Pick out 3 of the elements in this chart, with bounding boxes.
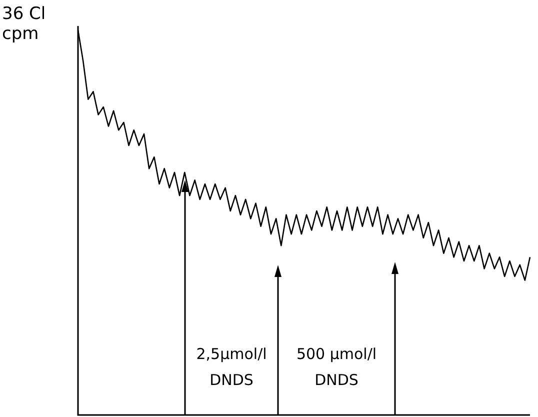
y-axis-title: 36 Cl cpm	[2, 4, 46, 44]
annotation: 500 µmol/l DNDS	[296, 344, 377, 389]
annotation: 2,5µmol/l DNDS	[196, 344, 267, 389]
